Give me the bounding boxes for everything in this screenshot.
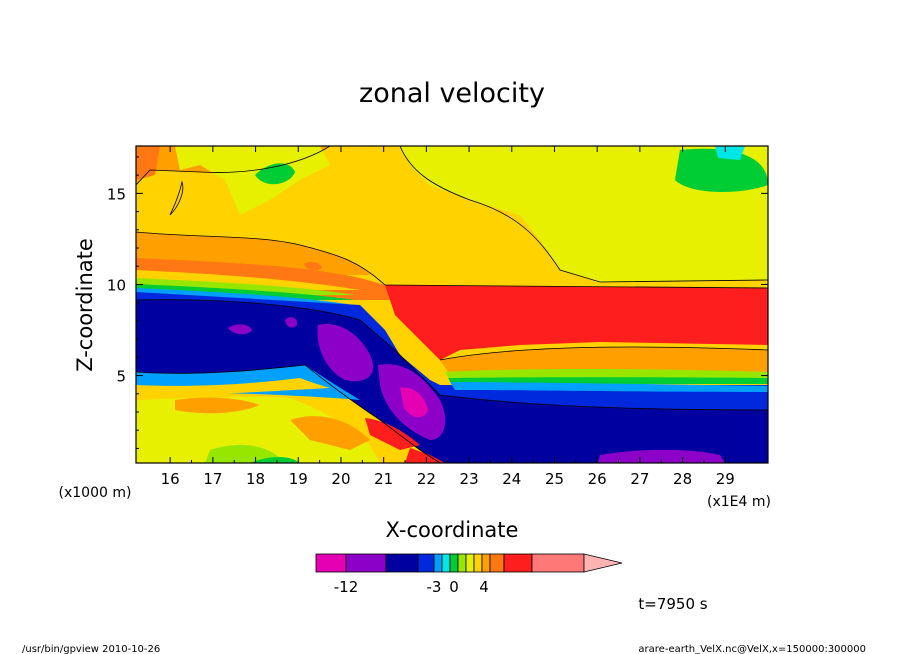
field-top-yellow-left — [175, 146, 330, 215]
colorbar-segment — [503, 553, 533, 573]
x-tick-label: 27 — [630, 470, 649, 488]
x-tick-label: 22 — [417, 470, 436, 488]
x-tick-label: 29 — [716, 470, 735, 488]
x-tick-label: 18 — [246, 470, 265, 488]
x-tick-label: 19 — [289, 470, 308, 488]
colorbar-tick-label: -3 — [427, 578, 442, 596]
plot-area — [136, 146, 768, 463]
x-tick-label: 17 — [203, 470, 222, 488]
field-orange-below-jet — [440, 347, 768, 375]
colorbar-segment — [465, 553, 475, 573]
contour-line-4 — [439, 346, 768, 361]
colorbar-arrow — [583, 553, 623, 573]
colorbar-segment — [441, 553, 451, 573]
x-tick-label: 26 — [588, 470, 607, 488]
x-tick-label: 20 — [331, 470, 350, 488]
contour-line-7 — [399, 146, 768, 283]
time-label: t=7950 s — [638, 595, 707, 613]
field-green-patch-2 — [675, 148, 768, 192]
x-axis-label: X-coordinate — [386, 518, 519, 542]
colorbar-tick-labels: -12 -3 0 4 — [334, 578, 489, 596]
contour-line-6 — [136, 364, 441, 463]
colorbar-tick-label: -12 — [334, 578, 359, 596]
x-tick-label: 23 — [460, 470, 479, 488]
field-lime-below-jet — [445, 369, 768, 380]
x-tick-label: 24 — [502, 470, 521, 488]
x-tick-label: 21 — [374, 470, 393, 488]
field-corner-dark-orange — [136, 146, 160, 180]
field-cyan-patch — [715, 146, 745, 160]
colorbar-segment — [473, 553, 483, 573]
x-unit-right: (x1E4 m) — [707, 494, 771, 510]
contour-line-3 — [384, 284, 768, 289]
field-purple-bottom — [598, 449, 725, 463]
x-unit-left: (x1000 m) — [59, 485, 132, 501]
colorbar-segment — [531, 553, 585, 573]
footer-right: arare-earth_VelX.nc@VelX,x=150000:300000 — [638, 644, 866, 654]
field-green-patch-bottom — [250, 457, 300, 463]
x-tick-label: 25 — [545, 470, 564, 488]
contour-line-8 — [136, 146, 331, 186]
colorbar-segment — [489, 553, 505, 573]
colorbar-segment — [385, 553, 419, 573]
colorbar-segment — [481, 553, 491, 573]
field-purple-patch-1 — [317, 324, 374, 382]
y-tick-label: 15 — [107, 185, 126, 203]
y-tick-label: 5 — [116, 368, 126, 386]
x-tick-label: 28 — [673, 470, 692, 488]
colorbar-segment — [449, 553, 459, 573]
chart-title: zonal velocity — [359, 78, 545, 109]
y-tick-label: 10 — [107, 276, 126, 294]
field-red-patch-2 — [405, 448, 445, 463]
colorbar — [315, 553, 623, 573]
y-axis-label: Z-coordinate — [73, 238, 97, 372]
field-cyan-below-jet — [450, 382, 768, 392]
x-tick-label: 16 — [161, 470, 180, 488]
field-purple-patch-4 — [285, 317, 298, 328]
field-orange-patch-2 — [290, 416, 370, 450]
colorbar-segment — [433, 553, 443, 573]
field-lower-left-yellow — [136, 396, 380, 463]
colorbar-segment — [345, 553, 387, 573]
y-axis-ticks: 5 10 15 — [107, 156, 768, 449]
contour-line-5 — [136, 299, 768, 411]
field-red-jet — [385, 285, 768, 360]
colorbar-segment — [315, 553, 347, 573]
contour-line-2 — [136, 231, 386, 286]
field-orange-patch-1 — [175, 397, 260, 414]
colorbar-segment — [417, 553, 435, 573]
field-purple-patch-3 — [228, 324, 252, 335]
colorbar-tick-label: 4 — [479, 578, 489, 596]
footer-left: /usr/bin/gpview 2010-10-26 — [22, 644, 160, 654]
colorbar-segment — [457, 553, 467, 573]
colorbar-tick-label: 0 — [449, 578, 459, 596]
plot-frame — [135, 145, 769, 464]
field-magenta-core — [400, 387, 428, 418]
x-axis-ticks: 16 17 18 19 20 21 22 23 24 25 26 27 28 29 — [161, 146, 735, 488]
field-lower-left-gold-2 — [136, 378, 330, 398]
contour-line-1 — [169, 180, 184, 216]
field-red-patch-1 — [365, 418, 420, 450]
field-small-orange-cell — [304, 261, 322, 271]
